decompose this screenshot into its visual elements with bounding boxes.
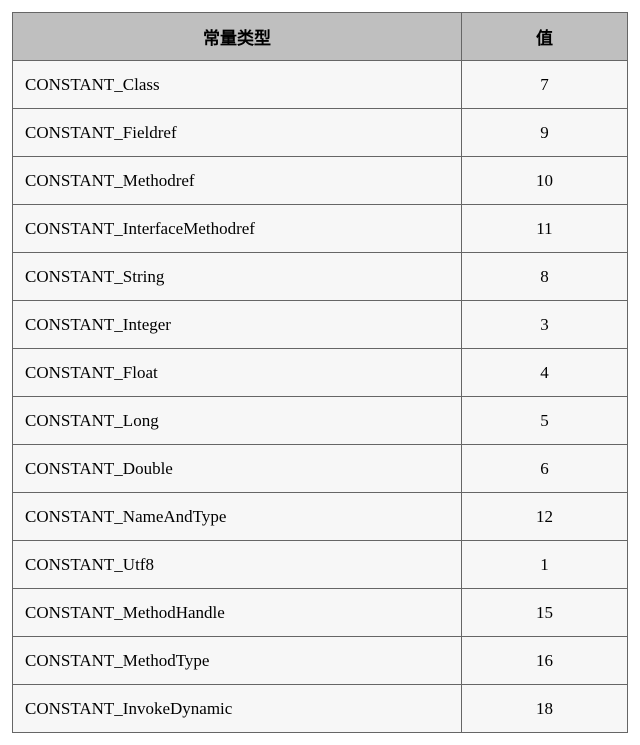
cell-value: 10 bbox=[461, 157, 627, 205]
cell-value: 15 bbox=[461, 589, 627, 637]
cell-type: CONSTANT_Integer bbox=[13, 301, 462, 349]
cell-type: CONSTANT_InvokeDynamic bbox=[13, 685, 462, 733]
cell-value: 4 bbox=[461, 349, 627, 397]
cell-value: 6 bbox=[461, 445, 627, 493]
table-row: CONSTANT_Double 6 bbox=[13, 445, 628, 493]
table-row: CONSTANT_Methodref 10 bbox=[13, 157, 628, 205]
cell-value: 7 bbox=[461, 61, 627, 109]
table-row: CONSTANT_MethodType 16 bbox=[13, 637, 628, 685]
cell-type: CONSTANT_Methodref bbox=[13, 157, 462, 205]
table-row: CONSTANT_InterfaceMethodref 11 bbox=[13, 205, 628, 253]
table-row: CONSTANT_Class 7 bbox=[13, 61, 628, 109]
cell-type: CONSTANT_String bbox=[13, 253, 462, 301]
cell-type: CONSTANT_InterfaceMethodref bbox=[13, 205, 462, 253]
cell-value: 1 bbox=[461, 541, 627, 589]
cell-value: 3 bbox=[461, 301, 627, 349]
table-row: CONSTANT_Fieldref 9 bbox=[13, 109, 628, 157]
table-row: CONSTANT_Utf8 1 bbox=[13, 541, 628, 589]
header-type: 常量类型 bbox=[13, 13, 462, 61]
cell-type: CONSTANT_MethodType bbox=[13, 637, 462, 685]
cell-value: 8 bbox=[461, 253, 627, 301]
cell-type: CONSTANT_Fieldref bbox=[13, 109, 462, 157]
table-row: CONSTANT_MethodHandle 15 bbox=[13, 589, 628, 637]
cell-value: 11 bbox=[461, 205, 627, 253]
table-row: CONSTANT_InvokeDynamic 18 bbox=[13, 685, 628, 733]
table-header-row: 常量类型 值 bbox=[13, 13, 628, 61]
table-row: CONSTANT_NameAndType 12 bbox=[13, 493, 628, 541]
cell-value: 5 bbox=[461, 397, 627, 445]
cell-value: 9 bbox=[461, 109, 627, 157]
cell-value: 12 bbox=[461, 493, 627, 541]
cell-type: CONSTANT_Long bbox=[13, 397, 462, 445]
table-row: CONSTANT_Integer 3 bbox=[13, 301, 628, 349]
table-row: CONSTANT_Long 5 bbox=[13, 397, 628, 445]
header-value: 值 bbox=[461, 13, 627, 61]
cell-value: 16 bbox=[461, 637, 627, 685]
constants-table: 常量类型 值 CONSTANT_Class 7 CONSTANT_Fieldre… bbox=[12, 12, 628, 733]
cell-type: CONSTANT_NameAndType bbox=[13, 493, 462, 541]
cell-type: CONSTANT_Class bbox=[13, 61, 462, 109]
cell-type: CONSTANT_Double bbox=[13, 445, 462, 493]
cell-type: CONSTANT_MethodHandle bbox=[13, 589, 462, 637]
cell-value: 18 bbox=[461, 685, 627, 733]
cell-type: CONSTANT_Float bbox=[13, 349, 462, 397]
table-row: CONSTANT_Float 4 bbox=[13, 349, 628, 397]
cell-type: CONSTANT_Utf8 bbox=[13, 541, 462, 589]
table-row: CONSTANT_String 8 bbox=[13, 253, 628, 301]
